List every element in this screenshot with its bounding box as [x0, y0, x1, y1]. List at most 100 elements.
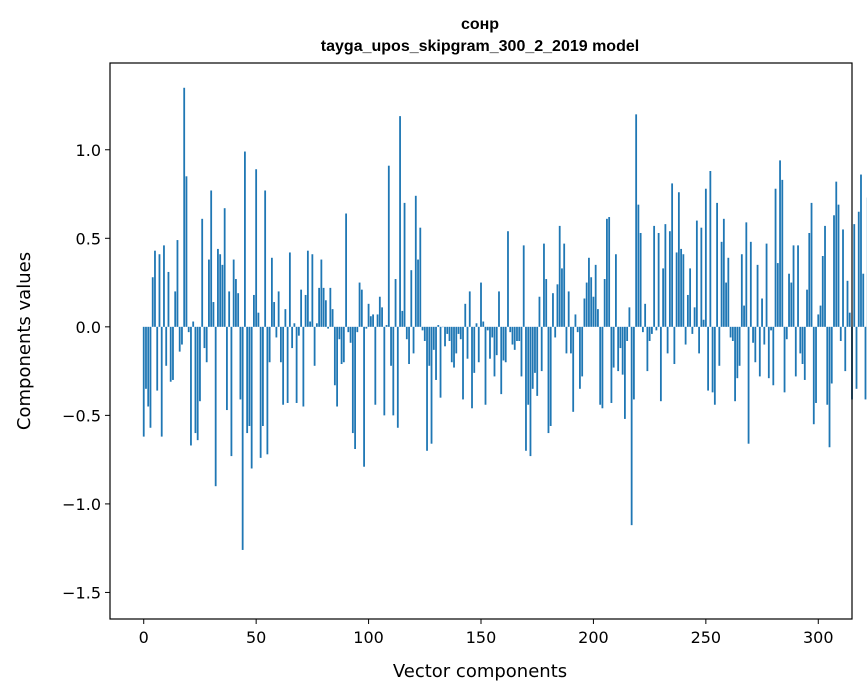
bar	[327, 326, 329, 329]
bar	[324, 300, 327, 327]
bar	[165, 326, 168, 366]
chart-title: сонр	[461, 16, 499, 33]
bar	[313, 326, 316, 366]
bar	[862, 273, 865, 327]
bar	[572, 326, 575, 412]
bar	[626, 326, 629, 341]
bar	[758, 326, 761, 377]
bar	[610, 326, 613, 403]
bar	[435, 326, 437, 380]
bar	[725, 282, 727, 327]
bar	[608, 217, 611, 327]
bar	[785, 326, 788, 340]
bar	[190, 326, 192, 446]
bar	[671, 183, 674, 327]
bar	[525, 326, 527, 451]
bar	[192, 321, 195, 327]
bar	[459, 326, 462, 340]
bar	[250, 326, 253, 469]
bar	[219, 254, 222, 327]
bar	[561, 268, 563, 327]
bar	[592, 296, 595, 327]
bar	[689, 268, 692, 327]
bar	[255, 169, 258, 327]
bar	[835, 181, 838, 327]
bar	[745, 222, 748, 327]
bar	[279, 326, 282, 363]
bar	[230, 326, 233, 457]
bar	[214, 326, 217, 487]
bar	[396, 326, 399, 428]
bars-group	[142, 87, 867, 550]
bar	[772, 326, 775, 386]
bar	[403, 202, 406, 327]
bar	[621, 326, 624, 375]
bar	[432, 326, 435, 350]
bar	[518, 326, 521, 341]
bar	[810, 202, 813, 327]
bar	[808, 232, 811, 327]
bar	[765, 243, 768, 327]
bar	[491, 326, 494, 338]
bar	[815, 326, 817, 403]
bar	[201, 218, 204, 327]
bar	[196, 326, 199, 441]
y-tick-label: 0.5	[76, 229, 101, 248]
bar	[668, 231, 671, 327]
bar	[597, 309, 599, 327]
bar	[239, 326, 242, 400]
bar	[585, 282, 588, 327]
bar	[509, 326, 512, 333]
bar	[507, 231, 509, 327]
bar	[513, 326, 516, 350]
bar	[828, 326, 831, 448]
bar	[538, 296, 541, 327]
bar	[520, 326, 523, 377]
bar	[776, 263, 779, 327]
bar	[860, 174, 862, 327]
bar	[142, 326, 145, 437]
bar	[223, 208, 226, 327]
bar	[704, 188, 707, 327]
bar	[187, 326, 190, 333]
bar	[318, 287, 321, 327]
bar	[376, 314, 379, 327]
bar	[212, 302, 215, 327]
bar	[511, 326, 514, 345]
bar	[360, 289, 363, 327]
bar	[493, 326, 496, 377]
bar	[369, 316, 372, 327]
bar	[504, 326, 507, 363]
bar	[767, 326, 770, 379]
bar	[347, 326, 350, 333]
bar	[486, 326, 489, 331]
bar	[635, 114, 638, 327]
x-axis-label: Vector components	[393, 661, 567, 682]
bar	[163, 245, 165, 327]
y-axis-ticks: −1.5 −1.0 −0.5 0.0 0.5 1.0	[62, 141, 110, 602]
bar	[855, 326, 858, 389]
bar	[405, 326, 408, 340]
bar	[650, 326, 653, 334]
bar	[444, 326, 446, 347]
bar	[844, 326, 847, 372]
bar	[853, 224, 856, 327]
bar	[235, 279, 237, 327]
bar	[644, 303, 647, 327]
bar	[302, 326, 305, 407]
bar	[489, 326, 491, 359]
bar	[680, 248, 683, 327]
bar	[428, 326, 431, 366]
bar	[812, 326, 815, 425]
bar	[783, 326, 786, 393]
bar	[830, 326, 833, 384]
bar	[262, 326, 264, 426]
bar	[842, 229, 844, 327]
bar	[648, 326, 651, 341]
bar	[349, 326, 352, 343]
bar	[311, 254, 314, 327]
bar	[565, 326, 568, 354]
bar	[516, 326, 518, 341]
bar	[709, 171, 712, 327]
bar	[581, 326, 584, 377]
